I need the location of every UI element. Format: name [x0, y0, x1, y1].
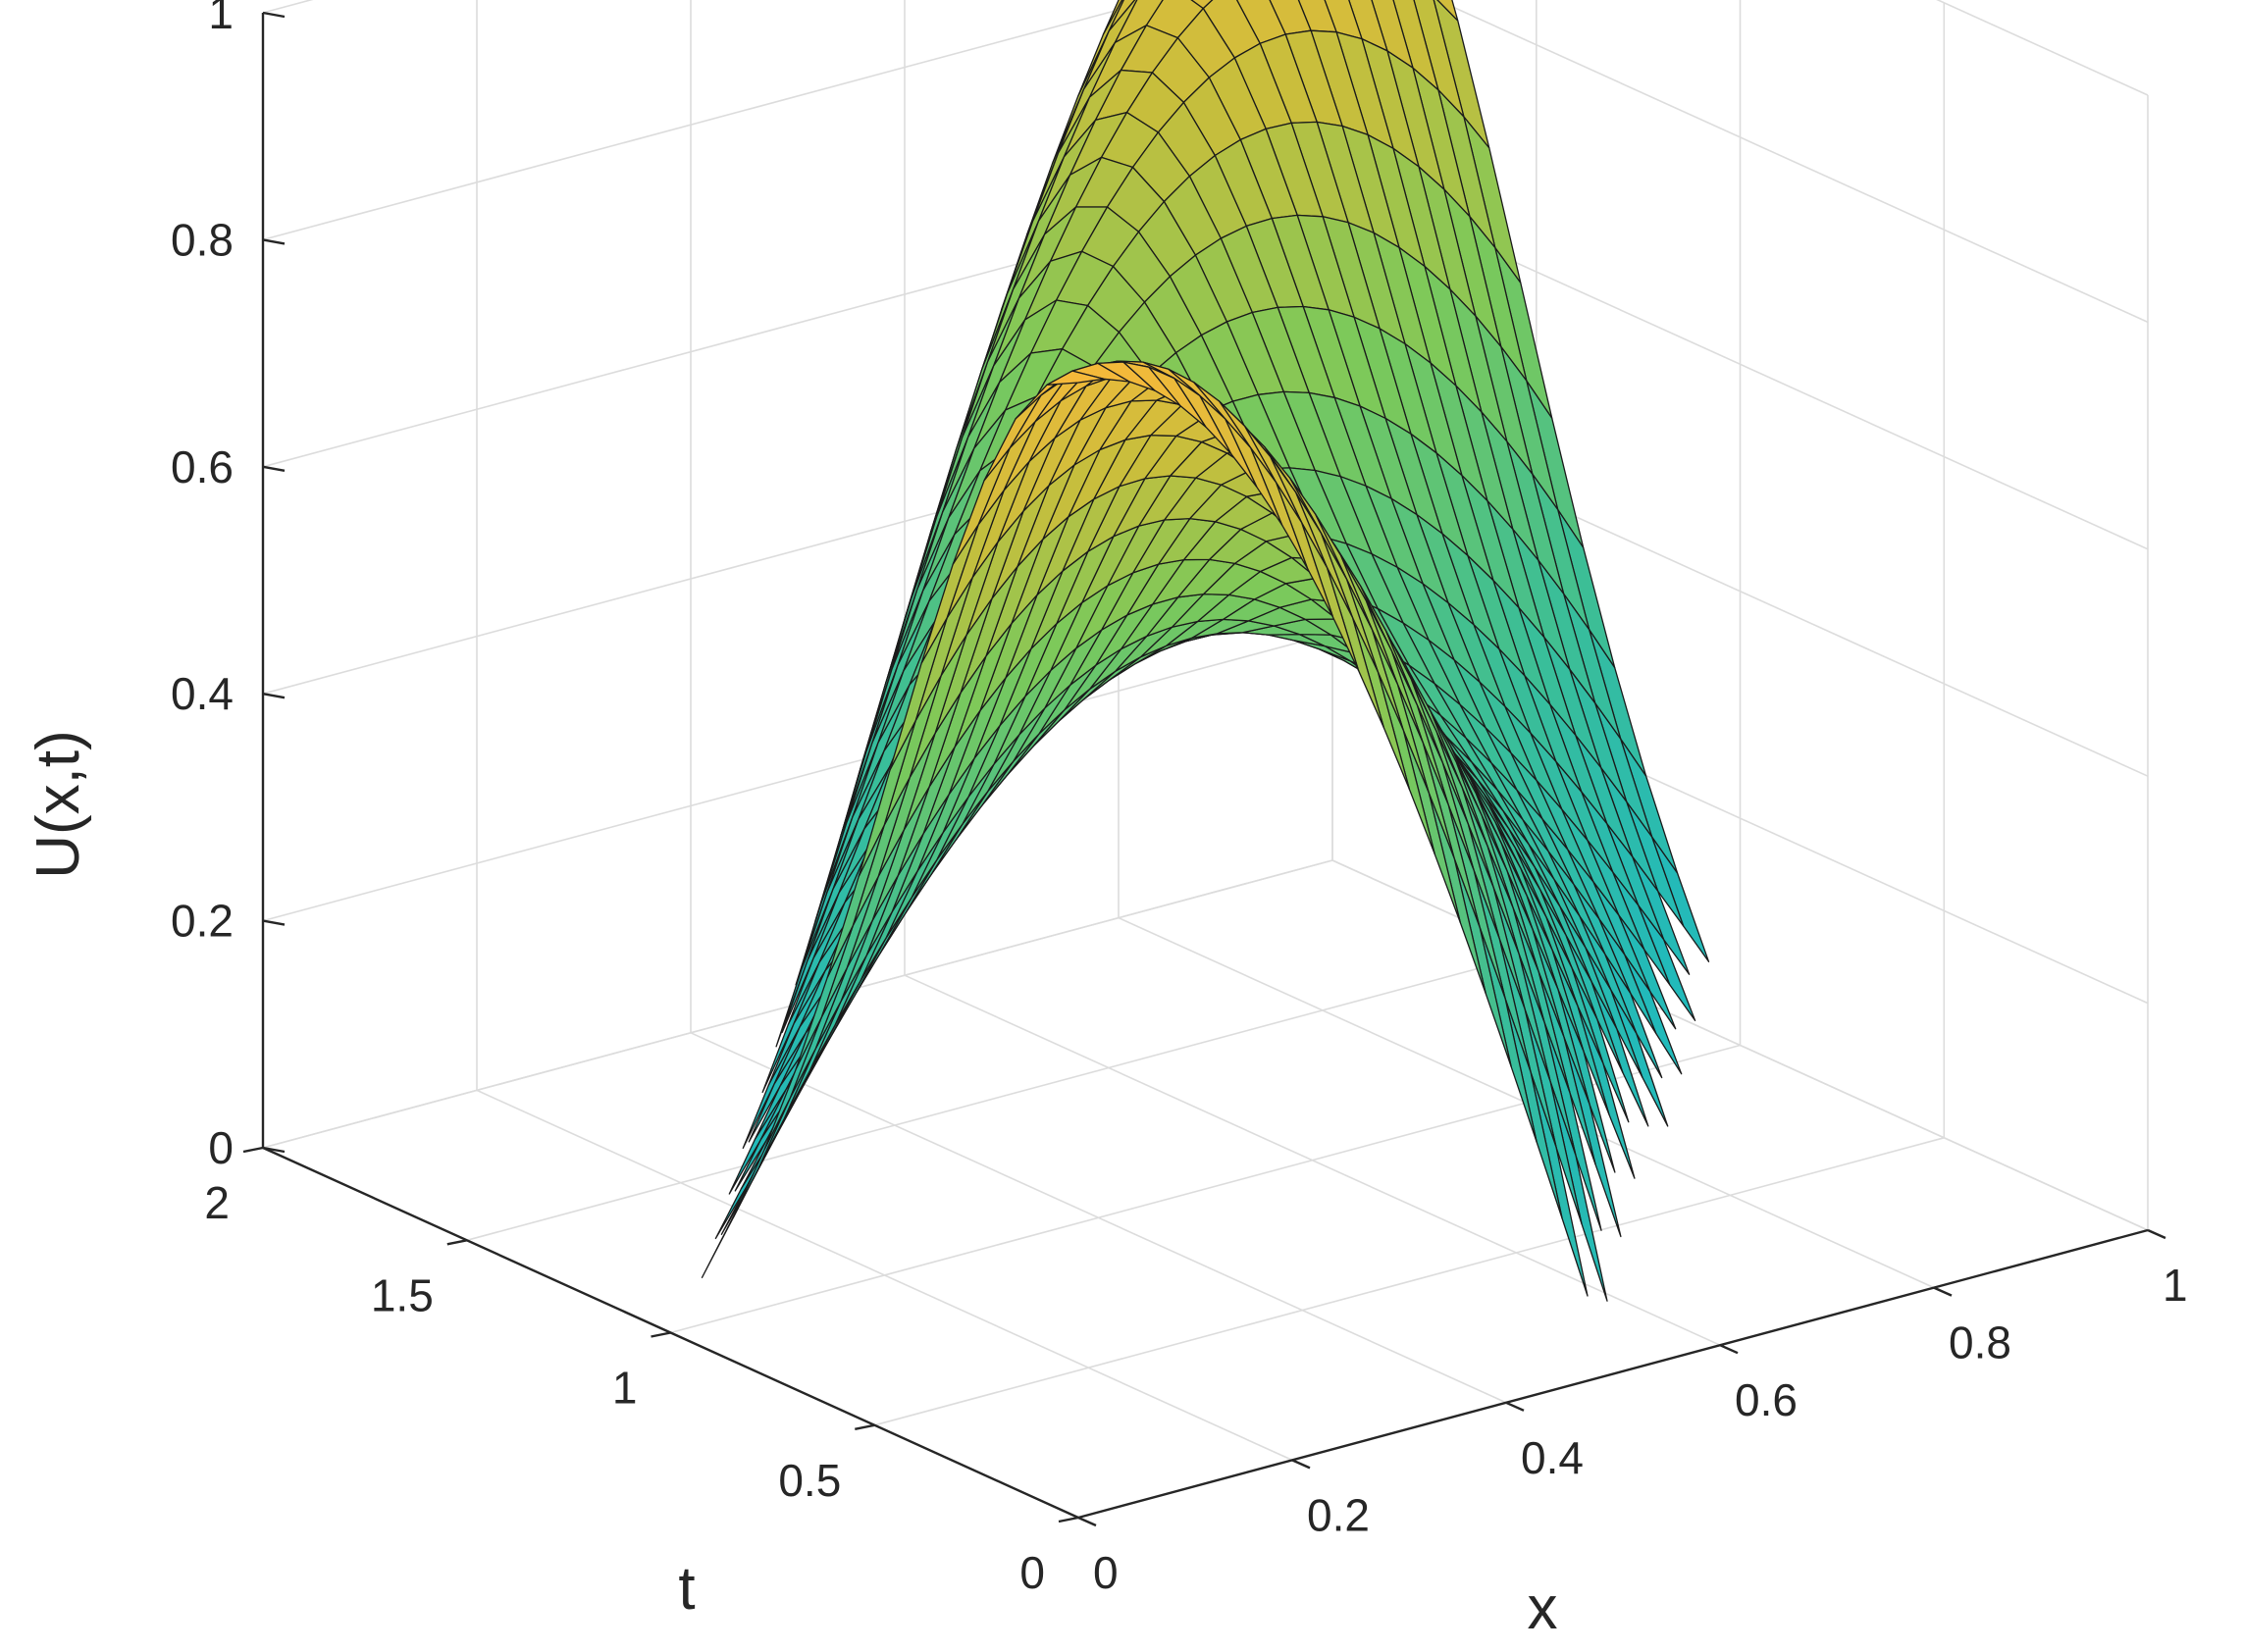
surface-layer — [701, 0, 1710, 1302]
z-tick-mark — [262, 238, 286, 245]
t-axis-label: t — [678, 1555, 695, 1623]
t-tick-mark — [1058, 1516, 1079, 1523]
z-tick-label: 0.6 — [171, 441, 234, 492]
t-tick-mark — [651, 1331, 671, 1338]
z-axis-label: U(x,t) — [25, 730, 92, 879]
grid-line-t-floor — [874, 1137, 1945, 1426]
z-tick-label: 0.4 — [171, 668, 234, 719]
axes-layer — [242, 11, 2166, 1527]
x-tick-label: 0.6 — [1735, 1374, 1798, 1425]
grid-line-t-floor — [466, 952, 1538, 1242]
z-tick-label: 0.2 — [171, 896, 234, 947]
t-tick-label: 1.5 — [371, 1269, 434, 1320]
x-axis-line — [1077, 1228, 2149, 1520]
x-tick-mark — [1505, 1401, 1525, 1412]
x-tick-label: 1 — [2163, 1260, 2188, 1311]
x-tick-mark — [1077, 1516, 1097, 1527]
x-axis-label: x — [1528, 1575, 1558, 1642]
x-tick-label: 0 — [1093, 1547, 1119, 1598]
t-tick-label: 2 — [204, 1177, 230, 1228]
t-tick-label: 0.5 — [778, 1455, 841, 1506]
z-tick-label: 0.8 — [171, 214, 234, 265]
z-tick-mark — [262, 693, 286, 699]
t-tick-label: 0 — [1019, 1547, 1045, 1598]
z-tick-mark — [262, 919, 286, 926]
t-tick-mark — [242, 1146, 264, 1154]
z-tick-mark — [262, 465, 286, 472]
x-tick-mark — [2147, 1228, 2166, 1240]
z-tick-mark — [262, 11, 286, 19]
t-tick-mark — [446, 1239, 468, 1246]
surface-patch — [1046, 370, 1105, 386]
x-tick-mark — [1933, 1286, 1953, 1297]
x-tick-label: 0.4 — [1521, 1432, 1584, 1483]
x-tick-mark — [1719, 1344, 1739, 1355]
z-tick-label: 0 — [208, 1122, 234, 1173]
z-tick-label: 1 — [208, 0, 234, 38]
x-tick-label: 0.8 — [1949, 1317, 2011, 1368]
x-tick-label: 0.2 — [1307, 1489, 1370, 1540]
z-tick-mark — [262, 1146, 286, 1154]
labels-layer: x t U(x,t) 00.20.40.60.8100.511.5200.20.… — [25, 0, 2188, 1642]
grid-line-z-back-wall — [262, 632, 1333, 922]
grid-line-z-side-wall — [1936, 0, 2149, 96]
surface-patch — [1190, 0, 1214, 10]
t-tick-mark — [855, 1423, 875, 1430]
grid-line-z-side-wall — [1435, 0, 2149, 324]
x-tick-mark — [1291, 1459, 1311, 1470]
t-tick-label: 1 — [612, 1363, 638, 1414]
